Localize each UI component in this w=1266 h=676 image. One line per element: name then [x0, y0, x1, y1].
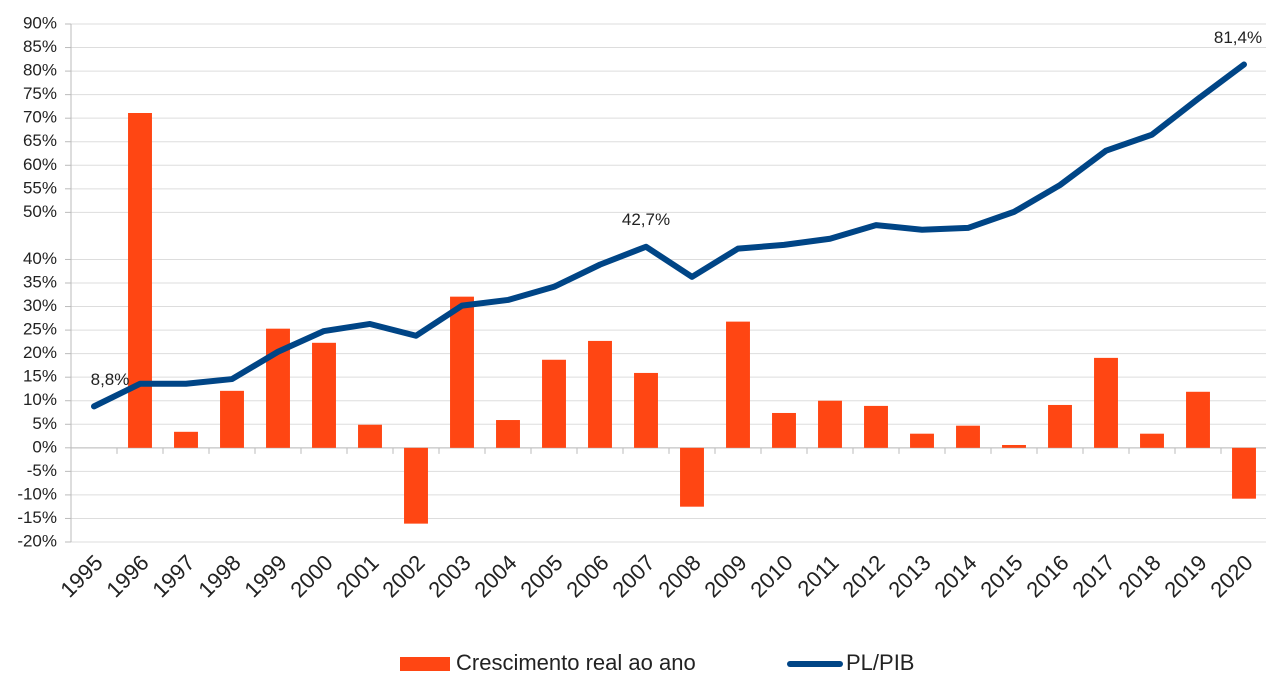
x-tick-label: 2019	[1159, 550, 1211, 602]
x-tick-label: 2014	[929, 550, 981, 602]
bar	[450, 296, 474, 448]
bar	[910, 433, 934, 448]
bar	[956, 425, 980, 448]
x-tick-label: 1996	[101, 550, 153, 602]
y-tick-label: 70%	[23, 108, 57, 127]
bar	[358, 424, 382, 448]
data-label: 8,8%	[91, 370, 130, 389]
bar	[220, 390, 244, 448]
y-tick-label: 25%	[23, 320, 57, 339]
x-tick-label: 2009	[699, 550, 751, 602]
x-tick-label: 2003	[423, 550, 475, 602]
x-tick-label: 2007	[607, 550, 659, 602]
y-tick-label: 60%	[23, 155, 57, 174]
y-tick-label: 20%	[23, 343, 57, 362]
legend-label: Crescimento real ao ano	[456, 650, 696, 675]
x-tick-label: 2002	[377, 550, 429, 602]
x-tick-label: 2020	[1205, 550, 1257, 602]
bar	[128, 113, 152, 448]
x-tick-label: 2010	[745, 550, 797, 602]
x-tick-label: 2008	[653, 550, 705, 602]
y-tick-label: 10%	[23, 390, 57, 409]
x-tick-label: 2006	[561, 550, 613, 602]
y-tick-label: 40%	[23, 249, 57, 268]
y-tick-label: 65%	[23, 131, 57, 150]
x-tick-label: 1999	[239, 550, 291, 602]
x-tick-label: 2012	[837, 550, 889, 602]
bar	[542, 359, 566, 448]
y-tick-label: 35%	[23, 272, 57, 291]
x-tick-label: 2017	[1067, 550, 1119, 602]
y-tick-label: 5%	[32, 414, 57, 433]
x-tick-label: 2000	[285, 550, 337, 602]
bar	[634, 372, 658, 448]
y-tick-label: -5%	[27, 461, 57, 480]
bar	[1140, 433, 1164, 448]
bar	[818, 400, 842, 448]
y-tick-label: 80%	[23, 61, 57, 80]
x-tick-label: 2016	[1021, 550, 1073, 602]
x-tick-label: 2018	[1113, 550, 1165, 602]
bar	[1048, 404, 1072, 448]
y-tick-label: -15%	[17, 508, 57, 527]
line	[91, 61, 1247, 410]
bar	[726, 321, 750, 448]
x-tick-label: 1997	[147, 550, 199, 602]
y-tick-label: 50%	[23, 202, 57, 221]
y-tick-label: -20%	[17, 531, 57, 550]
y-tick-label: 85%	[23, 37, 57, 56]
x-tick-label: 2011	[793, 550, 844, 601]
x-tick-label: 1995	[55, 550, 107, 602]
bar	[1002, 444, 1026, 448]
data-label: 81,4%	[1214, 28, 1262, 47]
x-tick-label: 2001	[331, 550, 383, 602]
data-label: 42,7%	[622, 210, 670, 229]
x-tick-label: 2013	[883, 550, 935, 602]
x-tick-label: 2005	[515, 550, 567, 602]
bar	[772, 412, 796, 448]
bar	[1232, 447, 1256, 499]
y-tick-label: 55%	[23, 178, 57, 197]
bar	[680, 447, 704, 507]
y-tick-label: 0%	[32, 437, 57, 456]
bar	[496, 420, 520, 448]
y-tick-label: 75%	[23, 84, 57, 103]
bar	[588, 340, 612, 448]
x-tick-label: 2004	[469, 550, 521, 602]
y-tick-label: 90%	[23, 13, 57, 32]
bar	[312, 342, 336, 448]
x-tick-label: 1998	[193, 550, 245, 602]
bar	[174, 431, 198, 448]
bar	[864, 405, 888, 448]
y-tick-label: -10%	[17, 484, 57, 503]
bar	[1094, 357, 1118, 448]
bar	[404, 447, 428, 524]
x-tick-label: 2015	[975, 550, 1027, 602]
bar	[1186, 391, 1210, 448]
y-tick-label: 30%	[23, 296, 57, 315]
legend-label: PL/PIB	[846, 650, 914, 675]
y-tick-label: 15%	[23, 367, 57, 386]
legend-swatch	[400, 657, 450, 671]
